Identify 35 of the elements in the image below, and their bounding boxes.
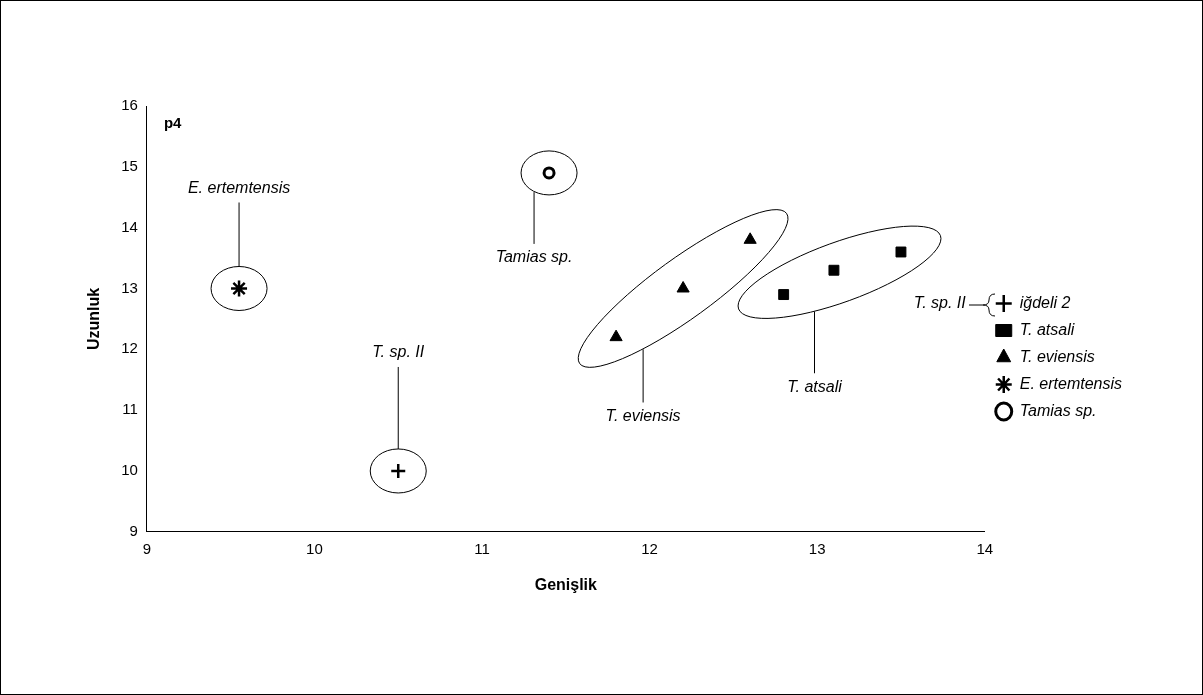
annotation: T. sp. II [372,343,425,361]
y-tick-label: 13 [121,278,138,296]
y-tick-label: 16 [121,96,138,114]
annotation: E. ertemtensis [187,178,291,196]
x-tick-label: 12 [641,539,658,557]
y-tick-label: 9 [129,521,138,539]
point [895,246,907,258]
legend-label: iğdeli 2 [1019,293,1071,311]
point [778,289,790,301]
point [743,232,757,244]
y-tick-label: 15 [121,156,138,174]
y-axis-title: Uzunluk [85,287,103,351]
legend-label: Tamias sp. [1019,401,1097,419]
point [828,264,840,276]
legend-label: T. eviensis [1019,347,1095,365]
point [609,329,623,342]
annotation: T. eviensis [605,406,681,424]
legend-label: T. atsali [1019,320,1075,338]
point [542,166,556,180]
x-tick-label: 13 [808,539,826,557]
x-tick-label: 9 [142,539,152,557]
y-tick-label: 11 [122,400,138,418]
x-tick-label: 11 [474,539,490,557]
annotation: T. atsali [787,377,843,395]
annotation: Tamias sp. [495,248,573,266]
y-tick-label: 14 [121,217,138,235]
legend-label: E. ertemtensis [1019,374,1123,392]
annotation: p4 [163,114,183,132]
y-tick-label: 12 [121,339,138,357]
annotation: T. sp. II [913,293,967,311]
y-tick-label: 10 [121,461,138,479]
point [676,280,690,293]
x-tick-label: 10 [306,539,323,557]
x-axis-title: Genişlik [534,575,598,593]
x-tick-label: 14 [976,539,994,557]
